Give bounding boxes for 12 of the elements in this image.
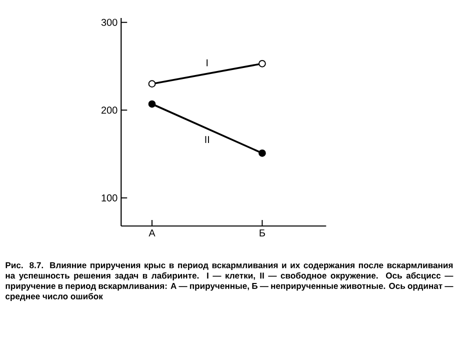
x-tick-label: Б (260, 230, 265, 236)
y-tick-label: 300 (101, 18, 118, 26)
point (148, 100, 156, 108)
series-label: I (206, 59, 208, 66)
y-tick-label: 200 (102, 106, 118, 114)
text: Рис. 8.7. Влияние приручения крыс в период вскармливания и их содержания после вскармливания на успешность решения задач в лабиринте. I — клетки, II — свободное окружение. Ось абсцисс — приручение в период вскармливания: А — прирученные, Б — неприрученные животные. Ось ординат — среднее число ошибок (6, 262, 454, 302)
series-label: II (205, 136, 209, 143)
point (258, 149, 266, 157)
y-tick-label: 100 (102, 194, 118, 202)
x-tick-label: А (148, 230, 156, 236)
point (148, 80, 156, 88)
point (258, 60, 266, 68)
